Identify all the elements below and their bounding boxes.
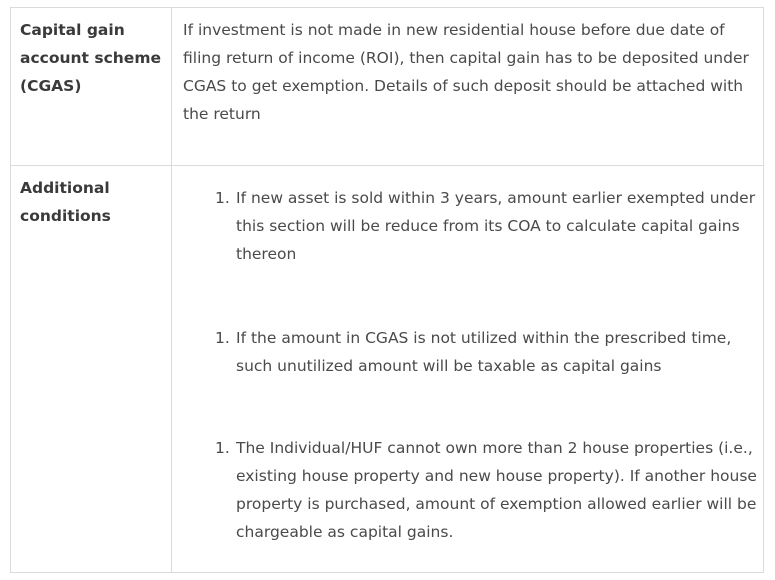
column-divider [171,8,172,165]
list-item-number: 1. [215,439,230,457]
list-item-text: If the amount in CGAS is not utilized wi… [236,329,732,375]
list-item: 1. If the amount in CGAS is not utilized… [215,324,760,380]
list-item-text: The Individual/HUF cannot own more than … [236,439,757,541]
list-item-text: If new asset is sold within 3 years, amo… [236,189,756,263]
row-label-additional-conditions: Additional conditions [20,179,111,225]
table-row: Capital gain account scheme (CGAS) If in… [11,8,763,166]
table-row: Additional conditions 1. If new asset is… [11,166,763,572]
list-item: 1. If new asset is sold within 3 years, … [215,184,760,268]
list-item-number: 1. [215,189,230,207]
row-text-cgas: If investment is not made in new residen… [183,21,749,123]
list-item: 1. The Individual/HUF cannot own more th… [215,434,760,546]
list-item-number: 1. [215,329,230,347]
conditions-table: Capital gain account scheme (CGAS) If in… [10,7,764,573]
column-divider [171,166,172,572]
row-label-cgas: Capital gain account scheme (CGAS) [20,21,161,95]
